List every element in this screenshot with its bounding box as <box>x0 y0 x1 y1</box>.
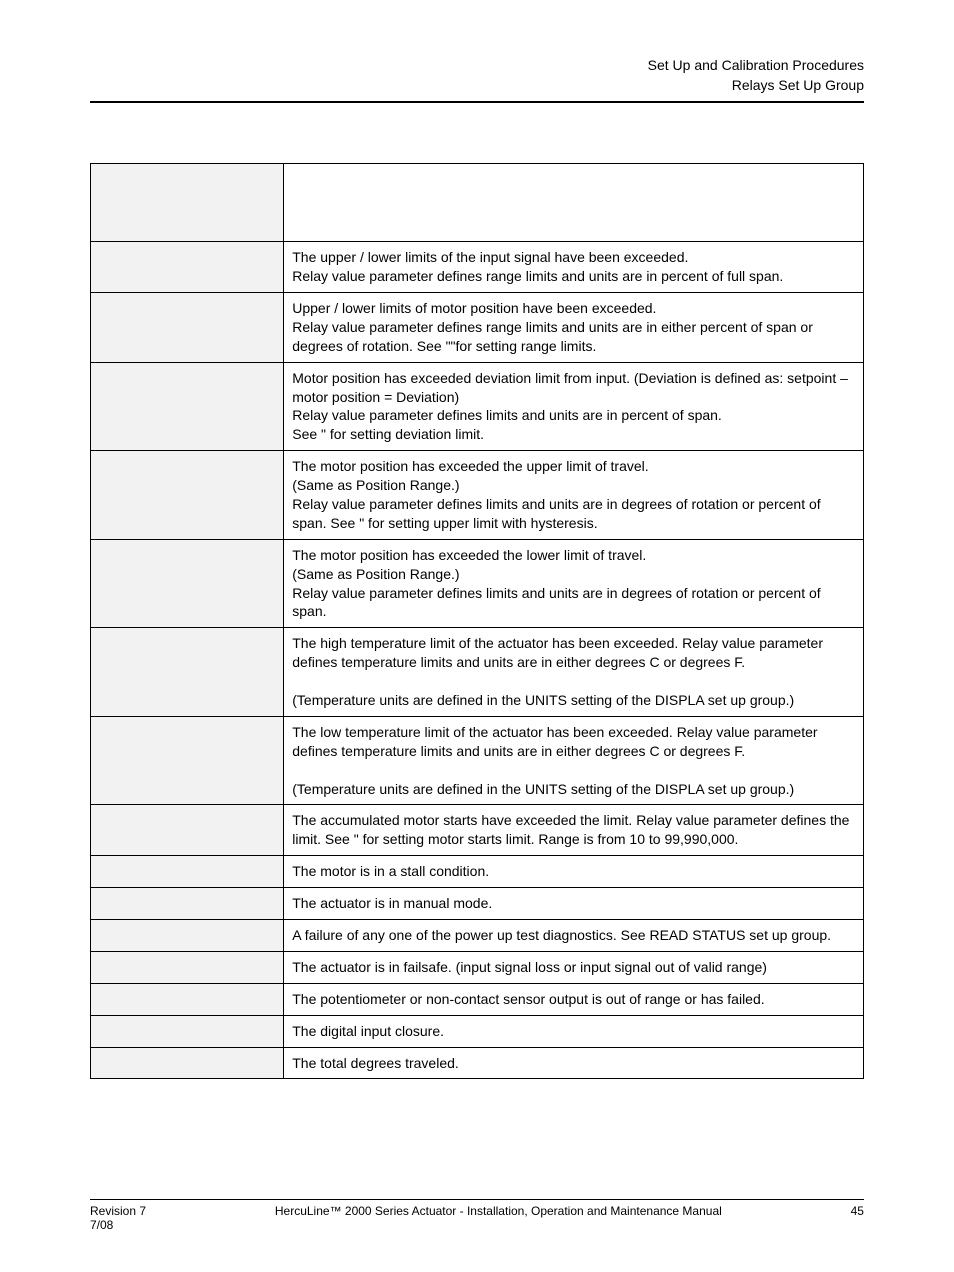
footer-date: 7/08 <box>90 1218 864 1232</box>
row-desc: The motor position has exceeded the lowe… <box>284 539 864 628</box>
header-line-2: Relays Set Up Group <box>90 76 864 96</box>
row-label <box>91 716 284 805</box>
desc-post: for setting motor starts limit. Range is… <box>359 831 739 847</box>
table-row: Upper / lower limits of motor position h… <box>91 292 864 362</box>
row-desc: The upper / lower limits of the input si… <box>284 242 864 293</box>
row-label <box>91 888 284 920</box>
page: Set Up and Calibration Procedures Relays… <box>0 0 954 1272</box>
table-row: The high temperature limit of the actuat… <box>91 628 864 717</box>
row-label <box>91 983 284 1015</box>
row-desc: Motor position has exceeded deviation li… <box>284 362 864 451</box>
row-label <box>91 1047 284 1079</box>
row-label <box>91 628 284 717</box>
table-row: The motor position has exceeded the lowe… <box>91 539 864 628</box>
table-row: The total degrees traveled. <box>91 1047 864 1079</box>
table-row: The motor is in a stall condition. <box>91 856 864 888</box>
table-row: The potentiometer or non-contact sensor … <box>91 983 864 1015</box>
page-header: Set Up and Calibration Procedures Relays… <box>90 56 864 103</box>
page-footer: Revision 7 HercuLine™ 2000 Series Actuat… <box>90 1199 864 1232</box>
footer-left: Revision 7 <box>90 1204 146 1218</box>
table-row: The upper / lower limits of the input si… <box>91 242 864 293</box>
table-row: The digital input closure. <box>91 1015 864 1047</box>
table-row: Motor position has exceeded deviation li… <box>91 362 864 451</box>
table-row: The accumulated motor starts have exceed… <box>91 805 864 856</box>
row-label <box>91 539 284 628</box>
footer-rev: Revision 7 <box>90 1204 146 1218</box>
row-desc: Upper / lower limits of motor position h… <box>284 292 864 362</box>
table-header-row <box>91 164 864 242</box>
row-desc: The motor position has exceeded the uppe… <box>284 451 864 540</box>
row-label <box>91 805 284 856</box>
relay-table: The upper / lower limits of the input si… <box>90 163 864 1079</box>
col-header-right <box>284 164 864 242</box>
row-label <box>91 951 284 983</box>
row-label <box>91 242 284 293</box>
row-label <box>91 292 284 362</box>
row-desc: The actuator is in failsafe. (input sign… <box>284 951 864 983</box>
footer-page: 45 <box>851 1204 864 1218</box>
desc-post: "for setting range limits. <box>451 338 597 354</box>
row-label <box>91 362 284 451</box>
row-desc: The high temperature limit of the actuat… <box>284 628 864 717</box>
row-label <box>91 1015 284 1047</box>
row-desc: A failure of any one of the power up tes… <box>284 920 864 952</box>
table-row: The actuator is in manual mode. <box>91 888 864 920</box>
table-row: The motor position has exceeded the uppe… <box>91 451 864 540</box>
row-desc: The potentiometer or non-contact sensor … <box>284 983 864 1015</box>
row-label <box>91 451 284 540</box>
row-desc: The low temperature limit of the actuato… <box>284 716 864 805</box>
row-desc: The accumulated motor starts have exceed… <box>284 805 864 856</box>
row-desc: The motor is in a stall condition. <box>284 856 864 888</box>
row-label <box>91 920 284 952</box>
footer-title: HercuLine™ 2000 Series Actuator - Instal… <box>275 1204 722 1218</box>
header-line-1: Set Up and Calibration Procedures <box>90 56 864 76</box>
desc-post: for setting upper limit with hysteresis. <box>364 515 597 531</box>
row-desc: The actuator is in manual mode. <box>284 888 864 920</box>
row-label <box>91 856 284 888</box>
desc-post: for setting deviation limit. <box>326 426 484 442</box>
table-row: A failure of any one of the power up tes… <box>91 920 864 952</box>
row-desc: The total degrees traveled. <box>284 1047 864 1079</box>
row-desc: The digital input closure. <box>284 1015 864 1047</box>
col-header-left <box>91 164 284 242</box>
table-row: The low temperature limit of the actuato… <box>91 716 864 805</box>
table-row: The actuator is in failsafe. (input sign… <box>91 951 864 983</box>
